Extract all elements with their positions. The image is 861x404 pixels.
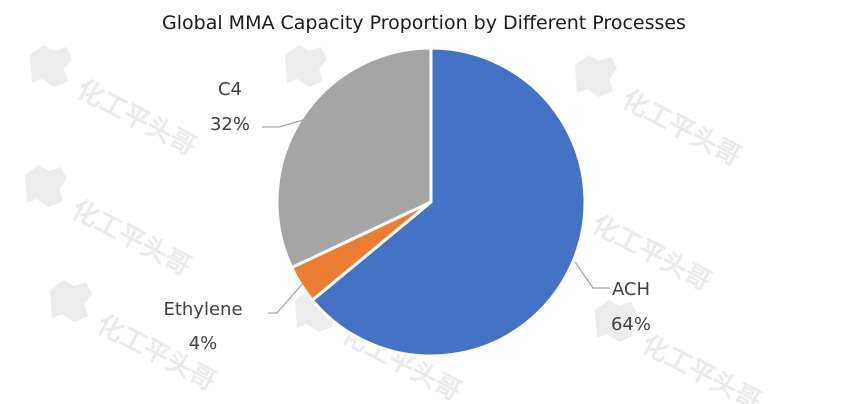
watermark-logo — [25, 165, 67, 207]
watermark-logo — [575, 55, 617, 97]
watermark-logo — [595, 300, 637, 342]
category-label-ach: ACH — [612, 279, 650, 300]
leader-line-ach — [574, 261, 610, 289]
watermark-logo — [50, 280, 92, 322]
pie-slice-c4 — [275, 46, 433, 270]
pie-slice-ach — [310, 46, 587, 358]
leader-line-c4 — [262, 119, 304, 128]
percent-label-c4: 32% — [210, 114, 250, 135]
chart-title: Global MMA Capacity Proportion by Differ… — [162, 12, 686, 34]
percent-label-ach: 64% — [611, 314, 651, 335]
category-label-c4: C4 — [218, 79, 242, 100]
data-labels: ACH 64% Ethylene 4% C4 32% — [163, 79, 651, 354]
watermark-logo — [285, 45, 327, 87]
leader-lines — [262, 119, 610, 314]
leader-line-ethylene — [268, 282, 304, 314]
percent-label-ethylene: 4% — [189, 333, 218, 354]
watermark-logo — [30, 45, 72, 87]
category-label-ethylene: Ethylene — [163, 299, 242, 320]
pie-slices — [275, 46, 587, 358]
